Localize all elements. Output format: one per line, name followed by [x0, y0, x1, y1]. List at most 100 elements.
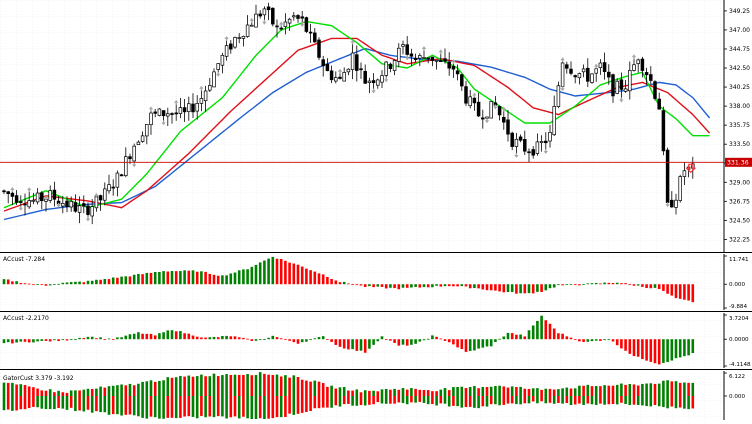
histogram-bar	[431, 335, 434, 340]
candle	[644, 67, 649, 85]
histogram-bar	[111, 277, 115, 285]
gator-upper-bar	[489, 386, 493, 396]
gator-lower-bar	[368, 396, 371, 405]
gator-upper-bar	[468, 386, 472, 396]
histogram-bar	[477, 339, 480, 349]
gator-upper-bar	[200, 374, 203, 396]
main-price-pane[interactable]: 349.25 347.00 344.75 342.50 340.25 338.00 335.…	[0, 0, 752, 252]
candle	[283, 13, 288, 35]
price-axis[interactable]: 349.25 347.00 344.75 342.50 340.25 338.00 335.…	[724, 8, 750, 244]
gator-upper-bar	[275, 374, 279, 396]
histogram-bar	[422, 284, 426, 288]
fractal-up-icon	[472, 92, 477, 98]
candle	[560, 60, 565, 89]
candle	[107, 174, 111, 194]
histogram-bar	[422, 339, 426, 341]
histogram-bar	[389, 339, 392, 341]
histogram-bar	[510, 333, 514, 340]
gator-upper-bar	[590, 386, 594, 396]
candle	[182, 98, 187, 122]
gator-lower-bar	[32, 396, 35, 407]
histogram-bar	[447, 284, 451, 287]
candle	[392, 59, 397, 76]
candle	[187, 96, 191, 121]
histogram-bar	[258, 339, 262, 341]
gator-lower-bar	[229, 396, 233, 418]
indicator-pane-gator[interactable]: GatorCust 3.379 -3.192 6.122 0.000	[0, 371, 745, 420]
price-tick-label: 342.50	[729, 65, 750, 72]
gator-upper-bar	[624, 384, 627, 396]
histogram-bar	[208, 337, 212, 340]
gator-lower-bar	[342, 396, 346, 405]
gator-upper-bar	[65, 392, 69, 396]
histogram-bar	[124, 335, 128, 340]
gator-lower-bar	[691, 396, 695, 409]
gator-lower-bar	[246, 396, 249, 419]
gator-lower-bar	[6, 396, 10, 410]
histogram-bar	[267, 337, 270, 340]
gator-upper-bar	[74, 390, 77, 396]
gator-upper-bar	[191, 376, 195, 396]
gator-lower-bar	[569, 396, 573, 406]
candle	[602, 52, 607, 80]
gator-lower-bar	[95, 396, 98, 412]
gator-lower-bar	[242, 396, 245, 417]
gator-upper-bar	[636, 385, 640, 396]
histogram-bar	[90, 336, 94, 340]
fractal-down-icon	[560, 86, 565, 92]
price-tick-label: 338.00	[729, 103, 750, 110]
gator-lower-bar	[69, 396, 73, 408]
gator-lower-bar	[141, 396, 144, 418]
gator-lower-bar	[237, 396, 241, 419]
candle	[224, 38, 229, 61]
indicator-axis-label: -4.1148	[729, 362, 751, 368]
fractal-down-icon	[371, 88, 376, 94]
gator-upper-bar	[431, 391, 434, 396]
histogram-bar	[99, 337, 102, 340]
indicator-pane-ac-2[interactable]: ACcust -2.2170 3.7204 0.0000 -4.1148	[0, 313, 751, 368]
candle	[271, 7, 275, 27]
candle	[552, 95, 556, 136]
gator-lower-bar	[74, 396, 77, 412]
gator-lower-bar	[359, 396, 363, 406]
gator-lower-bar	[107, 396, 111, 415]
histogram-bar	[384, 339, 388, 341]
fractal-up-icon	[148, 106, 154, 112]
histogram-bar	[502, 284, 506, 293]
histogram-bar	[506, 332, 510, 340]
histogram-bar	[212, 336, 216, 340]
histogram-bar	[174, 331, 178, 340]
candle	[275, 19, 279, 38]
indicator-pane-ac-1[interactable]: ACcust -7.284 11.741 0.000 -9.884	[0, 254, 749, 310]
histogram-bar	[263, 338, 266, 340]
histogram-bar	[578, 339, 581, 342]
gator-lower-bar	[116, 396, 119, 415]
candle	[527, 148, 531, 162]
histogram-bar	[468, 339, 472, 351]
candle	[350, 42, 355, 80]
histogram-bar	[519, 284, 522, 294]
candle	[115, 170, 120, 197]
histogram-bar	[678, 284, 682, 299]
gator-lower-bar	[263, 396, 266, 419]
histogram-bar	[284, 338, 287, 340]
histogram-bar	[401, 339, 405, 345]
gator-upper-bar	[372, 390, 375, 396]
histogram-bar	[552, 328, 556, 340]
gator-upper-bar	[548, 388, 552, 396]
gator-lower-bar	[313, 396, 317, 409]
histogram-bar	[128, 334, 132, 340]
price-tick-label: 322.25	[729, 236, 750, 243]
gator-upper-bar	[691, 382, 695, 396]
candle	[153, 108, 157, 118]
indicator-axis-label: 0.000	[729, 282, 745, 288]
histogram-bar	[141, 274, 144, 285]
gator-lower-bar	[481, 396, 485, 407]
histogram-bar	[506, 284, 510, 293]
gator-upper-bar	[342, 387, 346, 396]
gator-upper-bar	[603, 385, 606, 396]
gator-lower-bar	[288, 396, 291, 414]
gator-lower-bar	[519, 396, 522, 405]
